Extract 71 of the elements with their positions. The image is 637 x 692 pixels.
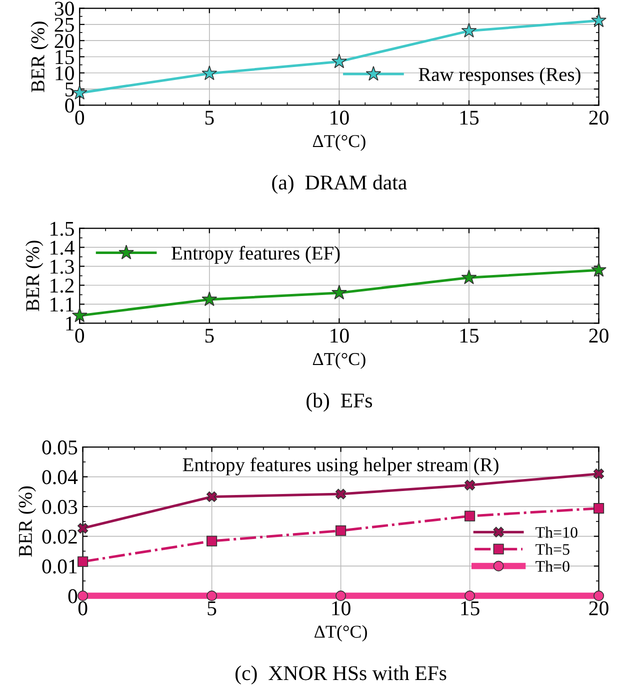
point [78,590,88,602]
legend-label: Th=5 [536,544,570,555]
x-tick-label: 15 [460,110,479,125]
y-tick-label: 10 [56,66,74,80]
point [461,270,477,284]
y-axis-title: BER (%) [30,22,48,92]
y-tick-label: 1 [66,316,74,330]
legend-label: Entropy features (EF) [172,246,340,264]
point [464,510,476,522]
x-tick-label: 10 [330,328,349,343]
point [461,22,477,38]
y-axis-title: BER (%) [26,240,44,312]
point [594,503,604,514]
x-tick-label: 5 [208,601,216,616]
point [336,590,346,602]
text: (c) XNOR HSs with EFs [236,666,446,684]
point [594,468,604,480]
x-tick-label: 5 [205,110,214,125]
y-axis-title: BER (%) [18,486,36,557]
point [332,54,347,68]
legend-label: Th=0 [536,560,570,572]
legend-label: Raw responses (Res) [418,67,580,85]
y-tick-label: 0.01 [42,559,77,574]
x-axis-title: ΔT(°C) [314,625,367,642]
x-tick-label: 15 [460,328,479,343]
y-tick-label: 0.03 [42,500,78,514]
x-tick-label: 15 [461,601,480,616]
y-tick-label: 1.5 [50,222,74,236]
y-tick-label: 15 [56,50,74,64]
y-tick-label: 0 [68,589,78,604]
x-tick-label: 20 [589,601,608,616]
point [202,291,218,306]
point [78,522,88,534]
point [206,491,218,502]
point [464,590,476,602]
y-tick-label: 0.02 [42,530,77,544]
y-tick-label: 20 [54,34,74,48]
point [332,284,347,300]
x-tick-label: 20 [589,328,608,343]
x-tick-label: 0 [78,601,88,616]
point [78,556,88,567]
point [336,488,346,500]
y-tick-label: 5 [66,82,74,96]
annotation: Entropy features using helper stream (R) [182,457,498,476]
x-axis-title: ΔT(°C) [312,134,366,151]
text: (b) EFs [306,392,372,412]
legend-label: Th=10 [536,526,578,538]
y-tick-label: 1.4 [50,240,74,255]
x-tick-label: 5 [205,328,214,343]
point [336,525,346,536]
point [591,262,606,277]
point [206,590,218,602]
y-tick-label: 1.2 [50,278,74,293]
text: (a) DRAM data [272,174,407,194]
point [464,480,476,490]
point [202,65,218,80]
y-tick-label: 1.3 [50,260,74,274]
y-tick-label: 25 [54,18,74,32]
point [594,590,604,602]
x-tick-label: 20 [589,110,608,125]
x-tick-label: 10 [332,601,350,616]
y-tick-label: 1.1 [50,298,74,312]
y-tick-label: 0 [65,98,74,113]
point [591,12,606,28]
y-tick-label: 0.04 [42,470,78,484]
y-tick-label: 0.05 [42,440,78,455]
x-axis-title: ΔT(°C) [312,352,366,369]
y-tick-label: 30 [54,2,74,16]
x-tick-label: 10 [330,110,349,125]
point [72,308,88,322]
point [206,536,218,546]
